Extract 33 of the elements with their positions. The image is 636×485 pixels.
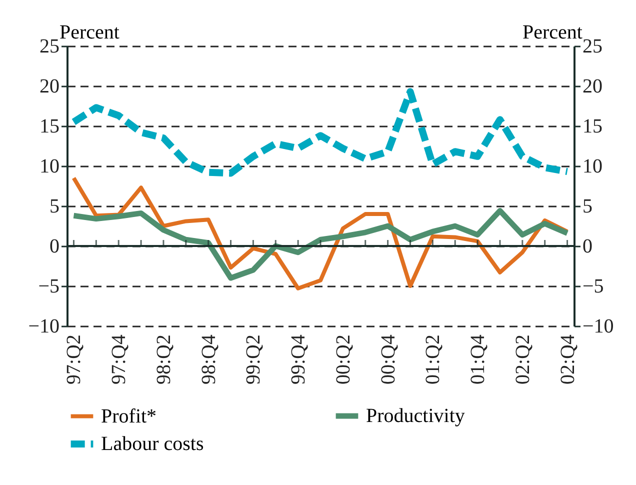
x-tick-label: 98:Q4 [198,334,220,384]
y-tick-label: 20 [40,76,60,98]
y2-tick-label: 5 [582,196,592,218]
x-tick-label: 99:Q2 [242,334,265,384]
y2-tick-label: 15 [582,116,602,138]
y2-tick-label: −10 [582,316,614,338]
x-tick-label: 01:Q4 [467,334,490,384]
y2-tick-label: 20 [582,76,602,98]
legend-label: Productivity [366,405,465,427]
y-tick-label: 25 [40,36,60,58]
x-tick-label: 97:Q4 [108,334,130,384]
x-tick-label: 01:Q2 [422,334,444,384]
x-tick-label: 97:Q2 [63,334,86,384]
y-tick-label: 5 [50,196,60,218]
y-tick-label: −5 [38,276,60,298]
x-tick-label: 00:Q2 [332,334,354,384]
y2-tick-label: 10 [582,156,602,178]
y2-tick-label: 0 [582,236,592,258]
y-tick-label: 0 [50,236,60,258]
legend-label: Labour costs [101,433,204,455]
x-tick-label: 02:Q4 [556,334,579,384]
y-tick-label: −10 [28,316,60,338]
y2-tick-label: −5 [582,276,604,298]
x-tick-label: 98:Q2 [152,334,175,384]
legend-label: Profit* [101,405,157,428]
x-tick-label: 99:Q4 [288,334,310,384]
x-tick-label: 00:Q4 [377,334,400,384]
y-axis-title: Percent [60,22,120,44]
x-tick-label: 02:Q2 [512,334,534,384]
y-tick-label: 10 [40,156,60,178]
y-tick-label: 15 [40,116,60,138]
y2-axis-title: Percent [522,22,583,44]
y2-tick-label: 25 [582,36,602,58]
